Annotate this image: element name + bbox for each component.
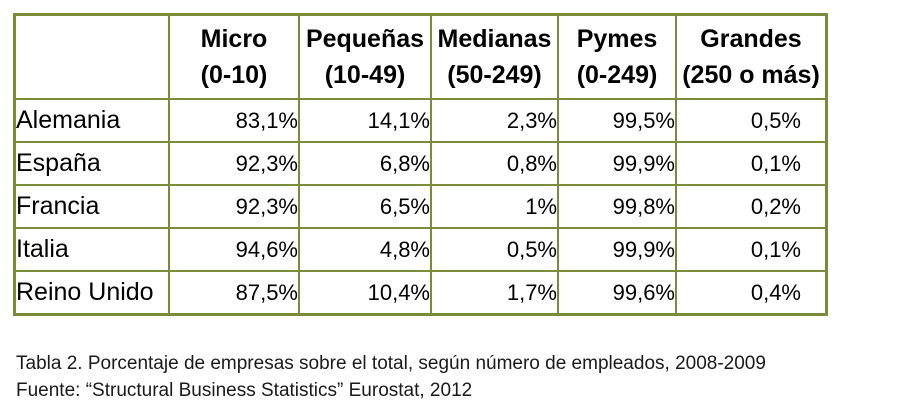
row-country-name: Reino Unido [13, 270, 170, 316]
cell-value: 0,1% [675, 141, 828, 186]
table-row: Alemania 83,1% 14,1% 2,3% 99,5% 0,5% [13, 98, 828, 143]
table-container: Micro (0-10) Pequeñas (10-49) Medianas (… [13, 13, 828, 316]
row-country-name: España [13, 141, 170, 186]
cell-value: 14,1% [298, 98, 432, 143]
header-label: Pequeñas [305, 25, 425, 53]
cell-value: 1% [430, 184, 559, 229]
column-header-medianas: Medianas (50-249) [430, 13, 559, 100]
caption-title: Tabla 2. Porcentaje de empresas sobre el… [16, 353, 766, 374]
header-label: Micro [200, 25, 268, 53]
cell-value: 87,5% [168, 270, 300, 316]
cell-value: 99,9% [557, 141, 677, 186]
cell-value: 99,5% [557, 98, 677, 143]
cell-value: 92,3% [168, 184, 300, 229]
header-range: (10-49) [324, 61, 406, 89]
row-country-name: Francia [13, 184, 170, 229]
cell-value: 1,7% [430, 270, 559, 316]
cell-value: 99,9% [557, 227, 677, 272]
corner-cell [13, 13, 170, 100]
cell-value: 0,2% [675, 184, 828, 229]
cell-value: 0,4% [675, 270, 828, 316]
caption-source: Fuente: “Structural Business Statistics”… [16, 380, 473, 401]
header-range: (0-10) [200, 61, 268, 89]
cell-value: 2,3% [430, 98, 559, 143]
row-country-name: Italia [13, 227, 170, 272]
header-row: Micro (0-10) Pequeñas (10-49) Medianas (… [13, 13, 828, 100]
column-header-grandes: Grandes (250 o más) [675, 13, 828, 100]
cell-value: 0,5% [675, 98, 828, 143]
header-label: Grandes [700, 25, 802, 53]
table-row: Reino Unido 87,5% 10,4% 1,7% 99,6% 0,4% [13, 270, 828, 316]
cell-value: 6,8% [298, 141, 432, 186]
table-row: Italia 94,6% 4,8% 0,5% 99,9% 0,1% [13, 227, 828, 272]
cell-value: 83,1% [168, 98, 300, 143]
table-caption: Tabla 2. Porcentaje de empresas sobre el… [16, 350, 766, 404]
table-row: España 92,3% 6,8% 0,8% 99,9% 0,1% [13, 141, 828, 186]
cell-value: 94,6% [168, 227, 300, 272]
enterprise-size-table: Micro (0-10) Pequeñas (10-49) Medianas (… [13, 13, 828, 316]
cell-value: 92,3% [168, 141, 300, 186]
column-header-pymes: Pymes (0-249) [557, 13, 677, 100]
cell-value: 10,4% [298, 270, 432, 316]
header-label: Medianas [437, 25, 552, 53]
header-range: (0-249) [576, 61, 658, 89]
header-range: (250 o más) [682, 61, 820, 89]
table-row: Francia 92,3% 6,5% 1% 99,8% 0,2% [13, 184, 828, 229]
column-header-pequenas: Pequeñas (10-49) [298, 13, 432, 100]
row-country-name: Alemania [13, 98, 170, 143]
cell-value: 6,5% [298, 184, 432, 229]
cell-value: 0,8% [430, 141, 559, 186]
column-header-micro: Micro (0-10) [168, 13, 300, 100]
cell-value: 0,1% [675, 227, 828, 272]
cell-value: 99,8% [557, 184, 677, 229]
cell-value: 4,8% [298, 227, 432, 272]
header-range: (50-249) [447, 61, 542, 89]
cell-value: 0,5% [430, 227, 559, 272]
cell-value: 99,6% [557, 270, 677, 316]
header-label: Pymes [576, 25, 658, 53]
